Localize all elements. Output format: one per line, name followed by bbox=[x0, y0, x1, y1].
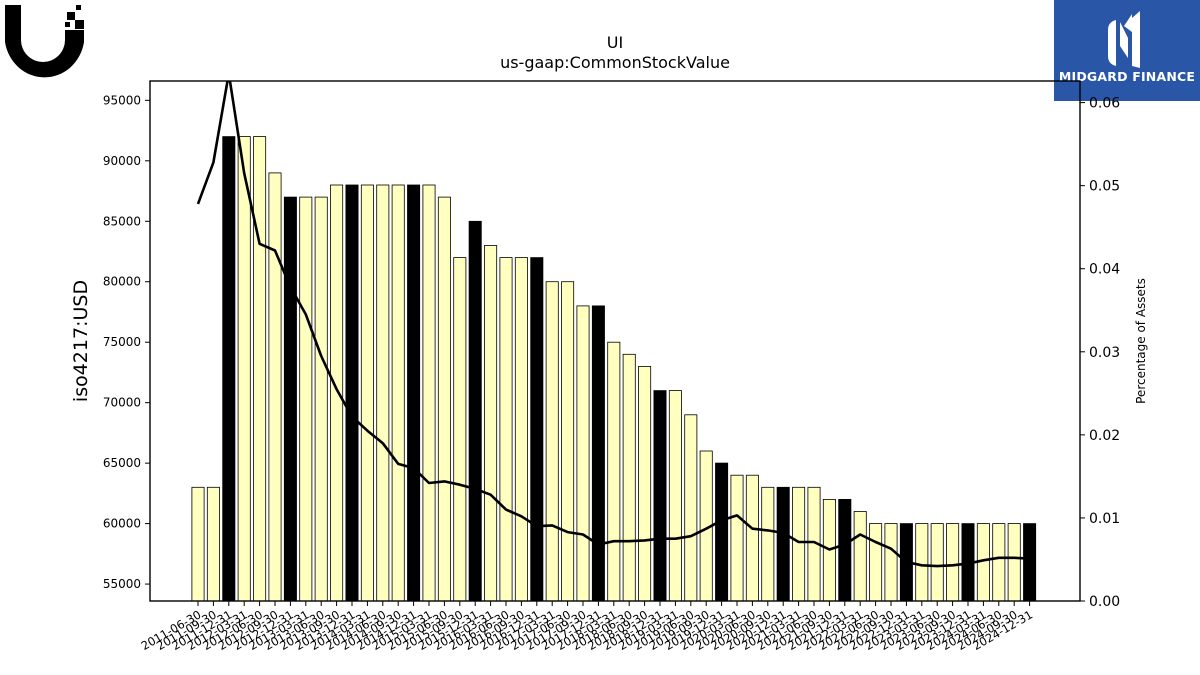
y2-tick-label: 0.04 bbox=[1089, 262, 1120, 278]
bar bbox=[299, 196, 313, 602]
bar bbox=[668, 390, 682, 602]
chart-title: UI bbox=[607, 33, 623, 52]
bar bbox=[915, 523, 929, 602]
bar bbox=[206, 486, 220, 602]
bar bbox=[591, 305, 605, 602]
bar bbox=[838, 498, 852, 602]
y2-tick-label: 0.06 bbox=[1089, 96, 1120, 112]
bar bbox=[407, 184, 421, 602]
bar bbox=[684, 414, 698, 602]
bar bbox=[545, 281, 559, 602]
chart-subtitle: us-gaap:CommonStockValue bbox=[500, 53, 730, 72]
y-tick-label: 70000 bbox=[103, 396, 141, 410]
bars-layer bbox=[191, 136, 1037, 602]
bar bbox=[514, 257, 528, 602]
bar bbox=[776, 486, 790, 602]
y-tick-label: 80000 bbox=[103, 275, 141, 289]
y2-tick-label: 0.03 bbox=[1089, 345, 1120, 361]
bar bbox=[607, 341, 621, 602]
y-axis-label: iso4217:USD bbox=[70, 280, 92, 402]
y-axis-right: 0.00 0.01 0.02 0.03 0.04 0.05 0.06 bbox=[1080, 96, 1120, 610]
bar bbox=[869, 523, 883, 602]
bar bbox=[453, 257, 467, 602]
x-axis: 2011-06-302011-09-302011-12-312012-03-31… bbox=[139, 601, 1035, 653]
ubiquiti-logo bbox=[0, 0, 90, 90]
y2-tick-label: 0.00 bbox=[1089, 594, 1120, 610]
bar bbox=[730, 474, 744, 602]
bar bbox=[468, 220, 482, 602]
bar bbox=[946, 523, 960, 602]
y-tick-label: 75000 bbox=[103, 335, 141, 349]
bar bbox=[561, 281, 575, 602]
y2-axis-label: Percentage of Assets bbox=[1134, 278, 1148, 404]
bar bbox=[992, 523, 1006, 602]
bar bbox=[853, 511, 867, 602]
y-tick-label: 95000 bbox=[103, 93, 141, 107]
y-tick-label: 55000 bbox=[103, 577, 141, 591]
ubiquiti-u-logo-icon bbox=[5, 5, 84, 78]
bar bbox=[314, 196, 328, 602]
y-tick-label: 60000 bbox=[103, 517, 141, 531]
bar bbox=[283, 196, 297, 602]
bar bbox=[653, 390, 667, 602]
line-layer bbox=[196, 81, 1030, 568]
bar bbox=[761, 486, 775, 602]
plot-frame bbox=[149, 80, 1081, 602]
bar bbox=[499, 257, 513, 602]
y2-tick-label: 0.01 bbox=[1089, 511, 1120, 527]
bar bbox=[253, 136, 267, 602]
midgard-finance-text: MIDGARD FINANCE bbox=[1058, 69, 1196, 84]
bar bbox=[376, 184, 390, 602]
bar bbox=[222, 136, 236, 602]
y-tick-label: 90000 bbox=[103, 154, 141, 168]
bar bbox=[1007, 523, 1021, 602]
y-axis-left: 55000 60000 65000 70000 75000 80000 85000 90000… bbox=[103, 93, 150, 591]
bar bbox=[422, 184, 436, 602]
y2-tick-label: 0.02 bbox=[1089, 428, 1120, 444]
bar bbox=[745, 474, 759, 602]
bar bbox=[1023, 523, 1037, 602]
bar bbox=[360, 184, 374, 602]
bar bbox=[576, 305, 590, 602]
midgard-finance-logo: MIDGARD FINANCE bbox=[1054, 0, 1200, 101]
bar bbox=[622, 353, 636, 602]
bar bbox=[715, 462, 729, 602]
bar bbox=[530, 257, 544, 602]
bar bbox=[792, 486, 806, 602]
bar bbox=[330, 184, 344, 602]
bar bbox=[484, 245, 498, 602]
bar bbox=[268, 172, 282, 602]
bar bbox=[237, 136, 251, 602]
bar bbox=[884, 523, 898, 602]
bar bbox=[437, 196, 451, 602]
midgard-finance-logo-icon bbox=[1108, 11, 1140, 68]
y-tick-label: 85000 bbox=[103, 214, 141, 228]
bar bbox=[391, 184, 405, 602]
percentage-line bbox=[196, 81, 1030, 568]
y2-tick-label: 0.05 bbox=[1089, 179, 1120, 195]
bar bbox=[930, 523, 944, 602]
bar bbox=[345, 184, 359, 602]
bar bbox=[191, 486, 205, 602]
bar bbox=[638, 365, 652, 602]
y-tick-label: 65000 bbox=[103, 456, 141, 470]
